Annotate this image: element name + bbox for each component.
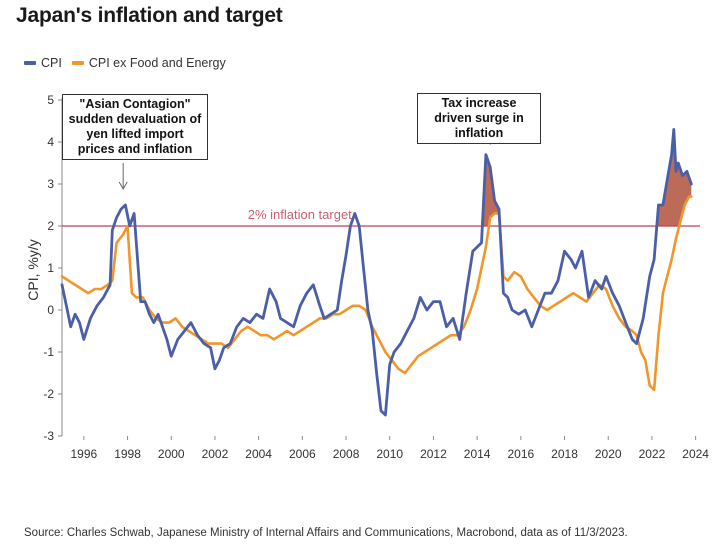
series-line-core-cpi xyxy=(60,195,693,392)
x-tick-label: 1998 xyxy=(114,447,141,461)
annotation-asian-contagion: "Asian Contagion" sudden devaluation of … xyxy=(62,94,208,160)
x-tick-label: 2014 xyxy=(464,447,491,461)
legend-swatch-core-cpi xyxy=(71,61,84,65)
shaded-area-2022 xyxy=(654,129,692,226)
y-tick-label: 5 xyxy=(47,93,54,107)
chart-title: Japan's inflation and target xyxy=(16,4,283,27)
y-axis-title: CPI, %y/y xyxy=(25,239,41,300)
y-tick-label: 1 xyxy=(47,261,54,275)
legend: CPI CPI ex Food and Energy xyxy=(24,56,236,70)
x-tick-label: 1996 xyxy=(70,447,97,461)
x-tick-label: 2024 xyxy=(682,447,709,461)
legend-item-cpi: CPI xyxy=(24,56,62,70)
x-tick-label: 2008 xyxy=(333,447,360,461)
x-tick-label: 2016 xyxy=(507,447,534,461)
legend-label-core-cpi: CPI ex Food and Energy xyxy=(88,56,226,70)
x-tick-label: 2010 xyxy=(376,447,403,461)
y-tick-label: 2 xyxy=(47,219,54,233)
x-tick-label: 2006 xyxy=(289,447,316,461)
legend-swatch-cpi xyxy=(24,61,36,65)
target-line-label: 2% inflation target xyxy=(248,207,352,222)
legend-label-cpi: CPI xyxy=(41,56,62,70)
y-tick-label: -2 xyxy=(43,387,54,401)
chart-area: -3 -2 -1 0 1 2 3 4 5 CPI, %y/y 1996 1998 2000 2002 200… xyxy=(25,93,709,461)
x-tick-label: 2000 xyxy=(158,447,185,461)
source-note: Source: Charles Schwab, Japanese Ministr… xyxy=(24,527,628,539)
shaded-area-2014 xyxy=(482,155,501,226)
x-tick-label: 2012 xyxy=(420,447,447,461)
y-tick-label: 3 xyxy=(47,177,54,191)
y-tick-label: -1 xyxy=(43,345,54,359)
x-tick-label: 2020 xyxy=(595,447,622,461)
legend-item-core-cpi: CPI ex Food and Energy xyxy=(71,56,226,70)
annotation-tax-increase: Tax increase driven surge in inflation xyxy=(417,93,541,144)
arrow-asian-contagion-head xyxy=(118,181,128,191)
y-tick-label: 4 xyxy=(47,135,54,149)
x-tick-label: 2022 xyxy=(639,447,666,461)
x-tick-label: 2002 xyxy=(202,447,229,461)
series-line-cpi xyxy=(60,128,693,417)
x-tick-label: 2004 xyxy=(245,447,272,461)
y-tick-label: -3 xyxy=(43,429,54,443)
x-tick-label: 2018 xyxy=(551,447,578,461)
y-tick-label: 0 xyxy=(47,303,54,317)
